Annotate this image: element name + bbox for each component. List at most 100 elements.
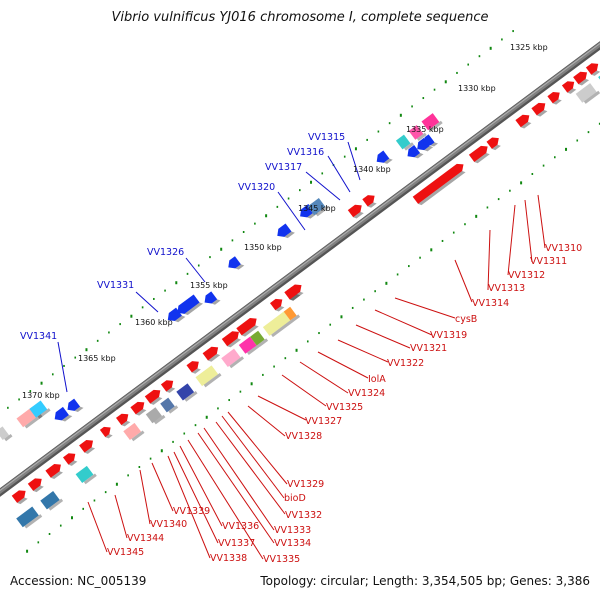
scale-label: 1360 kbp [135,318,173,327]
leader-line [247,405,286,437]
gene-block [0,426,13,442]
forward-gene [79,440,96,454]
forward-gene-labels: VV1310 VV1311 VV1312 VV1313 VV1314 cysB … [107,243,582,565]
forward-gene [202,346,221,362]
leader-line [454,259,473,303]
topology-text: Topology: circular; Length: 3,354,505 bp… [260,574,590,588]
leader-line [167,455,211,559]
gene-block [40,491,64,511]
gene-block [145,407,166,425]
scale-label: 1365 kbp [78,354,116,363]
forward-gene [515,114,532,129]
leader-line [139,469,151,525]
gene-label: VV1319 [430,330,467,341]
scale-label: 1350 kbp [244,243,282,252]
gene-label: VV1340 [150,519,187,530]
forward-gene [116,413,131,427]
leader-line [524,199,533,263]
label-leader-lines [57,141,546,560]
leader-line [257,395,307,421]
leader-line [337,339,389,363]
forward-gene [221,331,242,348]
forward-gene [236,318,259,337]
leader-line [87,501,108,553]
scale-label: 1370 kbp [22,391,60,400]
accession-text: Accession: NC_005139 [10,574,147,588]
leader-line [203,427,275,531]
scale-label: 1335 kbp [406,125,444,134]
reverse-gene [177,294,204,316]
forward-gene [144,389,163,405]
forward-gene [547,92,562,105]
gene-block [221,348,245,369]
gene-label: cysB [455,314,477,325]
forward-gene [561,81,577,94]
leader-line [327,155,351,193]
gene-block [395,134,414,151]
gene-block [160,397,179,414]
gene-label: VV1316 [287,147,324,158]
leader-line [299,361,349,394]
scale-labels: 1325 kbp 1330 kbp 1335 kbp 1340 kbp 1345… [22,43,548,400]
backbone [0,41,600,497]
leader-line [114,494,128,539]
gene-label: VV1311 [530,256,567,267]
scale-label: 1340 kbp [353,165,391,174]
gene-block [408,125,427,142]
forward-gene [573,71,590,86]
leader-line [173,451,219,544]
gene-block [29,400,51,419]
forward-gene [99,426,113,439]
backbone-line [0,41,600,495]
gene-block [307,198,329,217]
reverse-gene [407,145,424,159]
gene-label: VV1338 [210,553,247,564]
leader-line [135,291,159,313]
gene-label: VV1332 [285,510,322,521]
gene-label: VV1328 [285,431,322,442]
gene-label: VV1325 [326,402,363,413]
gene-block [123,422,145,442]
forward-gene [486,137,501,151]
forward-gene [11,490,28,505]
forward-gene [27,478,44,493]
reverse-gene [423,134,439,147]
leader-line [374,309,433,336]
gene-block [283,306,301,322]
leader-line [151,462,174,512]
reverse-gene-labels: VV1315 VV1316 VV1317 VV1320 VV1326 VV133… [20,132,345,342]
gene-label: VV1327 [305,416,342,427]
forward-gene [63,453,78,466]
forward-gene [186,361,201,374]
gene-block [575,83,600,104]
gene-label: VV1329 [287,479,324,490]
leader-line [507,204,516,276]
reverse-gene [228,256,245,270]
forward-gene [45,464,64,480]
gene-label: VV1336 [222,521,259,532]
map-title: Vibrio vulnificus YJ016 chromosome I, co… [111,10,489,25]
gene-block [176,383,198,402]
gene-label: VV1324 [348,388,385,399]
scale-label: 1345 kbp [298,204,336,213]
gene-label: bioD [284,493,306,504]
gene-block [250,330,269,347]
gene-label: VV1315 [308,132,345,143]
gene-block [262,311,294,338]
gene-label: VV1321 [410,343,447,354]
forward-gene [362,195,377,208]
leader-line [197,432,275,544]
leader-line [394,297,456,319]
leader-line [185,257,206,283]
reverse-gene [204,291,221,305]
leader-line [227,411,288,485]
leader-line [215,421,286,515]
scale-label: 1330 kbp [458,84,496,93]
forward-gene [468,145,490,164]
leader-line [179,445,223,527]
forward-gene [270,298,285,312]
gene-label: VV1312 [508,270,545,281]
gene-label: VV1341 [20,331,57,342]
